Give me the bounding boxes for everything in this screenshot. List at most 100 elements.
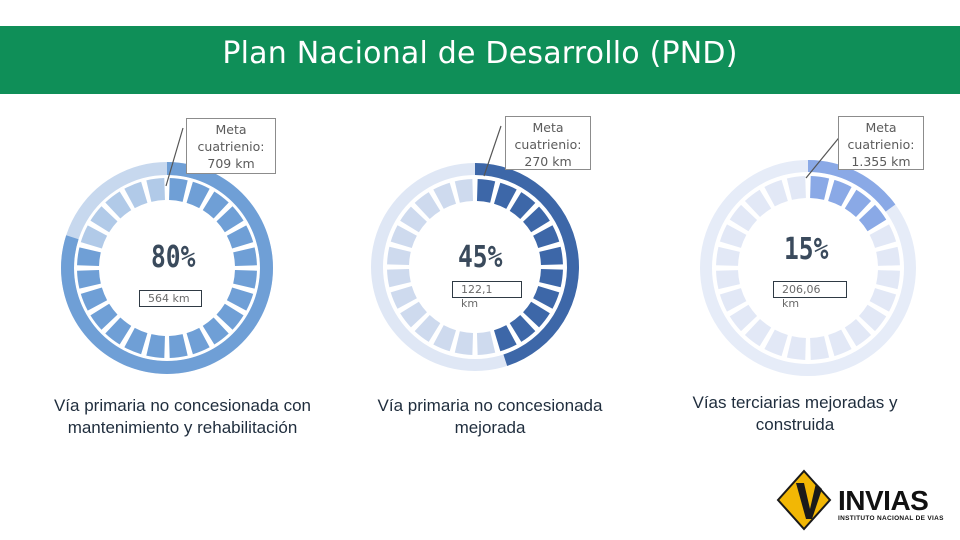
gauge-2-segment (533, 285, 560, 309)
gauge-2-caption: Vía primaria no concesionada mejorada (355, 395, 625, 439)
callout-3-line-2: cuatrienio: (847, 137, 915, 152)
gauge-2-segment (454, 331, 474, 355)
gauge-2-segment (493, 325, 517, 352)
invias-logo-icon (776, 469, 832, 531)
gauge-2-segment (390, 225, 417, 249)
logo-name: INVIAS (838, 485, 929, 516)
gauge-1-segment (146, 178, 165, 202)
gauge-1-segment (146, 334, 165, 358)
gauge-1-segment (80, 287, 108, 311)
gauge-3-segment (744, 189, 772, 218)
gauge-2-segment (523, 206, 550, 233)
gauge-2-progress-arc (475, 163, 579, 366)
gauge-3-percent: 15% (784, 232, 829, 267)
gauge-3-segment (844, 189, 872, 218)
gauge-2-segment (414, 192, 441, 219)
gauge-2-segment (400, 206, 427, 233)
gauge-3-segment (729, 204, 758, 232)
gauge-1-segment (186, 181, 210, 209)
gauge-1-segment (77, 270, 101, 289)
callout-1-line-3: 709 km (207, 156, 255, 171)
gauge-1-segment (233, 247, 257, 266)
gauge-3-segment (869, 224, 897, 248)
gauge-2-segment (433, 325, 457, 352)
callout-3-line-1: Meta (865, 120, 897, 135)
gauge-3-segment (858, 204, 887, 232)
gauge-2-caption-line-2: mejorada (454, 418, 526, 437)
gauge-1 (60, 162, 273, 375)
page-title: Plan Nacional de Desarrollo (PND) (222, 36, 738, 71)
gauge-3-segment (844, 318, 872, 347)
gauge-3-segment (810, 336, 830, 360)
gauge-2-segment (414, 315, 441, 342)
gauge-3-caption-line-2: construida (755, 415, 835, 434)
gauge-1-segment (124, 181, 148, 209)
callout-1: Meta cuatrienio: 709 km (186, 118, 276, 174)
gauge-3-segment (810, 176, 830, 200)
gauge-1-caption-line-1: Vía primaria no concesionada con (53, 396, 312, 415)
gauge-3 (699, 160, 916, 377)
gauge-1-segment (77, 247, 101, 266)
gauge-3-segment (716, 246, 740, 266)
gauge-1-segment (226, 287, 254, 311)
gauge-3-segment (858, 304, 887, 332)
gauge-2-segment (476, 331, 496, 355)
gauge-1-segment (124, 327, 148, 355)
gauge-3-segment (729, 304, 758, 332)
gauge-1-segment (169, 178, 188, 202)
gauge-2-segment (523, 301, 550, 328)
gauge-1-caption: Vía primaria no concesionada con manteni… (30, 395, 335, 439)
gauge-3-caption: Vías terciarias mejoradas y construida (670, 392, 920, 436)
gauge-3-segment (764, 329, 788, 357)
callout-1-line-1: Meta (215, 122, 247, 137)
gauge-2-segment (387, 268, 411, 288)
gauge-3-progress-arc (808, 160, 896, 212)
gauge-1-segment (90, 206, 118, 233)
gauge-3-segment (764, 179, 788, 207)
gauge-3-segment (786, 336, 806, 360)
gauge-2-segment (387, 246, 411, 266)
gauge-3-segment (744, 318, 772, 347)
callout-leader-3 (805, 133, 843, 179)
gauge-2-segment (539, 246, 563, 266)
gauge-2-segment (509, 315, 536, 342)
gauge-3-segment (828, 329, 852, 357)
logo-subtitle: INSTITUTO NACIONAL DE VIAS (838, 515, 944, 522)
callout-2: Meta cuatrienio: 270 km (505, 116, 591, 170)
gauge-3-caption-line-1: Vías terciarias mejoradas y (692, 393, 898, 412)
gauge-3-segment (719, 288, 747, 312)
gauge-3-segment (869, 288, 897, 312)
gauge-2-segment (433, 182, 457, 209)
gauge-1-segment (202, 191, 229, 219)
gauge-3-segment (716, 270, 740, 290)
gauge-1-segment (105, 191, 132, 219)
gauge-2 (370, 163, 579, 371)
callout-1-line-2: cuatrienio: (197, 139, 265, 154)
gauge-3-value: 206,06 km (773, 281, 847, 310)
gauge-1-segment (169, 334, 188, 358)
gauge-1-segment (226, 225, 254, 249)
gauge-3-segment (786, 176, 806, 200)
gauge-1-segment (233, 270, 257, 289)
gauge-2-segment (533, 225, 560, 249)
gauge-1-segment (80, 225, 108, 249)
gauge-1-caption-line-2: mantenimiento y rehabilitación (67, 418, 298, 437)
gauge-2-caption-line-1: Vía primaria no concesionada (377, 396, 603, 415)
gauge-2-segment (493, 182, 517, 209)
gauge-2-segment (509, 192, 536, 219)
gauge-3-segment (828, 179, 852, 207)
gauge-1-segment (105, 317, 132, 345)
gauge-1-segment (90, 303, 118, 330)
callout-2-line-2: cuatrienio: (514, 137, 582, 152)
callout-2-line-1: Meta (532, 120, 564, 135)
gauge-2-segment (400, 301, 427, 328)
gauge-3-segment (876, 270, 900, 290)
callout-leader-2 (483, 125, 502, 177)
gauge-3-segment (876, 246, 900, 266)
gauge-2-segment (390, 285, 417, 309)
gauge-1-segment (186, 327, 210, 355)
gauge-1-percent: 80% (151, 240, 196, 275)
gauge-2-segment (539, 268, 563, 288)
header-banner (0, 26, 960, 94)
